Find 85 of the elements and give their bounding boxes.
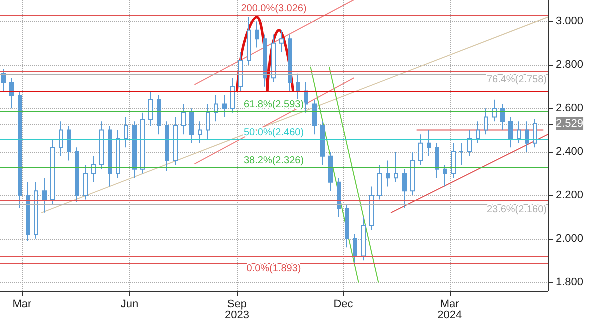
candlestick: [418, 134, 423, 166]
candlestick: [238, 52, 243, 92]
candlestick: [377, 164, 382, 200]
ref-line-label: 0.0%(1.893): [246, 263, 302, 274]
candlestick: [189, 108, 194, 144]
candlestick: [165, 121, 169, 172]
candlestick: [443, 164, 447, 188]
x-tick-label: Sep 2023: [224, 298, 250, 322]
ref-line-label: 76.4%(2.758): [486, 74, 547, 86]
candlestick: [148, 90, 153, 126]
candlestick: [255, 21, 259, 48]
ref-line-label: 23.6%(2.160): [486, 204, 547, 216]
candlestick: [124, 116, 128, 148]
candlestick: [34, 182, 38, 240]
candlestick: [312, 99, 317, 136]
candlestick: [230, 78, 235, 114]
candlestick: [173, 116, 178, 166]
y-tick-label: 2.800: [556, 59, 584, 72]
candlestick: [410, 152, 415, 196]
candlestick: [525, 121, 529, 153]
candlestick: [59, 121, 63, 157]
y-tick-label: 2.529: [556, 118, 584, 130]
candlestick: [467, 130, 472, 157]
candlestick: [500, 104, 505, 131]
candlestick: [345, 204, 349, 248]
x-tick-label: Mar 2024: [438, 298, 462, 322]
candlestick: [435, 142, 439, 179]
candlestick: [459, 142, 464, 166]
y-tick-label: 2.400: [556, 146, 584, 158]
ref-line-label: 38.2%(2.326): [244, 156, 304, 167]
candlestick: [91, 156, 96, 183]
candlestick: [26, 182, 30, 242]
ref-line-label: 200.0%(3.026): [241, 4, 307, 15]
candlestick: [75, 147, 79, 202]
candlestick: [386, 160, 390, 188]
candlestick: [484, 108, 488, 136]
candlestick: [99, 121, 104, 170]
candlestick: [9, 78, 14, 110]
candlestick: [140, 112, 145, 174]
candlestick: [476, 121, 480, 144]
x-tick-label: Jun: [120, 298, 139, 310]
candlestick: [181, 104, 186, 136]
candlestick: [279, 30, 284, 53]
candlestick: [116, 130, 120, 179]
candlestick: [296, 73, 300, 100]
y-tick-label: 3.000: [556, 16, 584, 28]
candlestick: [361, 216, 366, 262]
candlestick: [328, 152, 333, 192]
candlestick: [304, 82, 308, 114]
candlestick: [18, 90, 22, 209]
candlestick: [67, 125, 71, 162]
candlestick: [369, 186, 374, 231]
candlestick: [271, 34, 276, 84]
candlestick: [533, 118, 537, 148]
y-tick-label: 1.800: [556, 276, 584, 288]
candlestick: [157, 95, 161, 136]
candlestick: [198, 121, 202, 144]
candlestick: [1, 68, 6, 92]
candlestick: [206, 104, 210, 140]
candlestick: [50, 138, 55, 205]
candlestick: [288, 34, 292, 92]
y-tick-label: 2.600: [556, 102, 584, 115]
candlestick: [402, 168, 407, 209]
candlestick: [320, 121, 325, 166]
candlestick: [353, 234, 357, 264]
candlestick: [517, 121, 521, 144]
candlestick: [83, 164, 88, 200]
candlestick: [394, 152, 398, 183]
candlestick: [492, 99, 497, 122]
candlestick: [451, 142, 456, 179]
x-tick-label: Dec: [334, 298, 354, 310]
candlestick: [132, 121, 137, 179]
candlestick: [427, 130, 431, 157]
y-tick-label: 2.000: [556, 232, 584, 245]
candlestick: [222, 95, 227, 118]
candlestick: [508, 116, 513, 148]
candlestick: [263, 34, 267, 88]
candlestick: [247, 16, 251, 66]
candlestick: [214, 95, 218, 122]
candlestick: [337, 178, 341, 218]
y-tick-label: 2.200: [556, 189, 584, 202]
ref-line-label: 61.8%(2.593): [244, 99, 304, 110]
x-tick-label: Mar: [12, 298, 32, 310]
candlestick: [108, 125, 112, 188]
candlestick: [42, 178, 47, 214]
